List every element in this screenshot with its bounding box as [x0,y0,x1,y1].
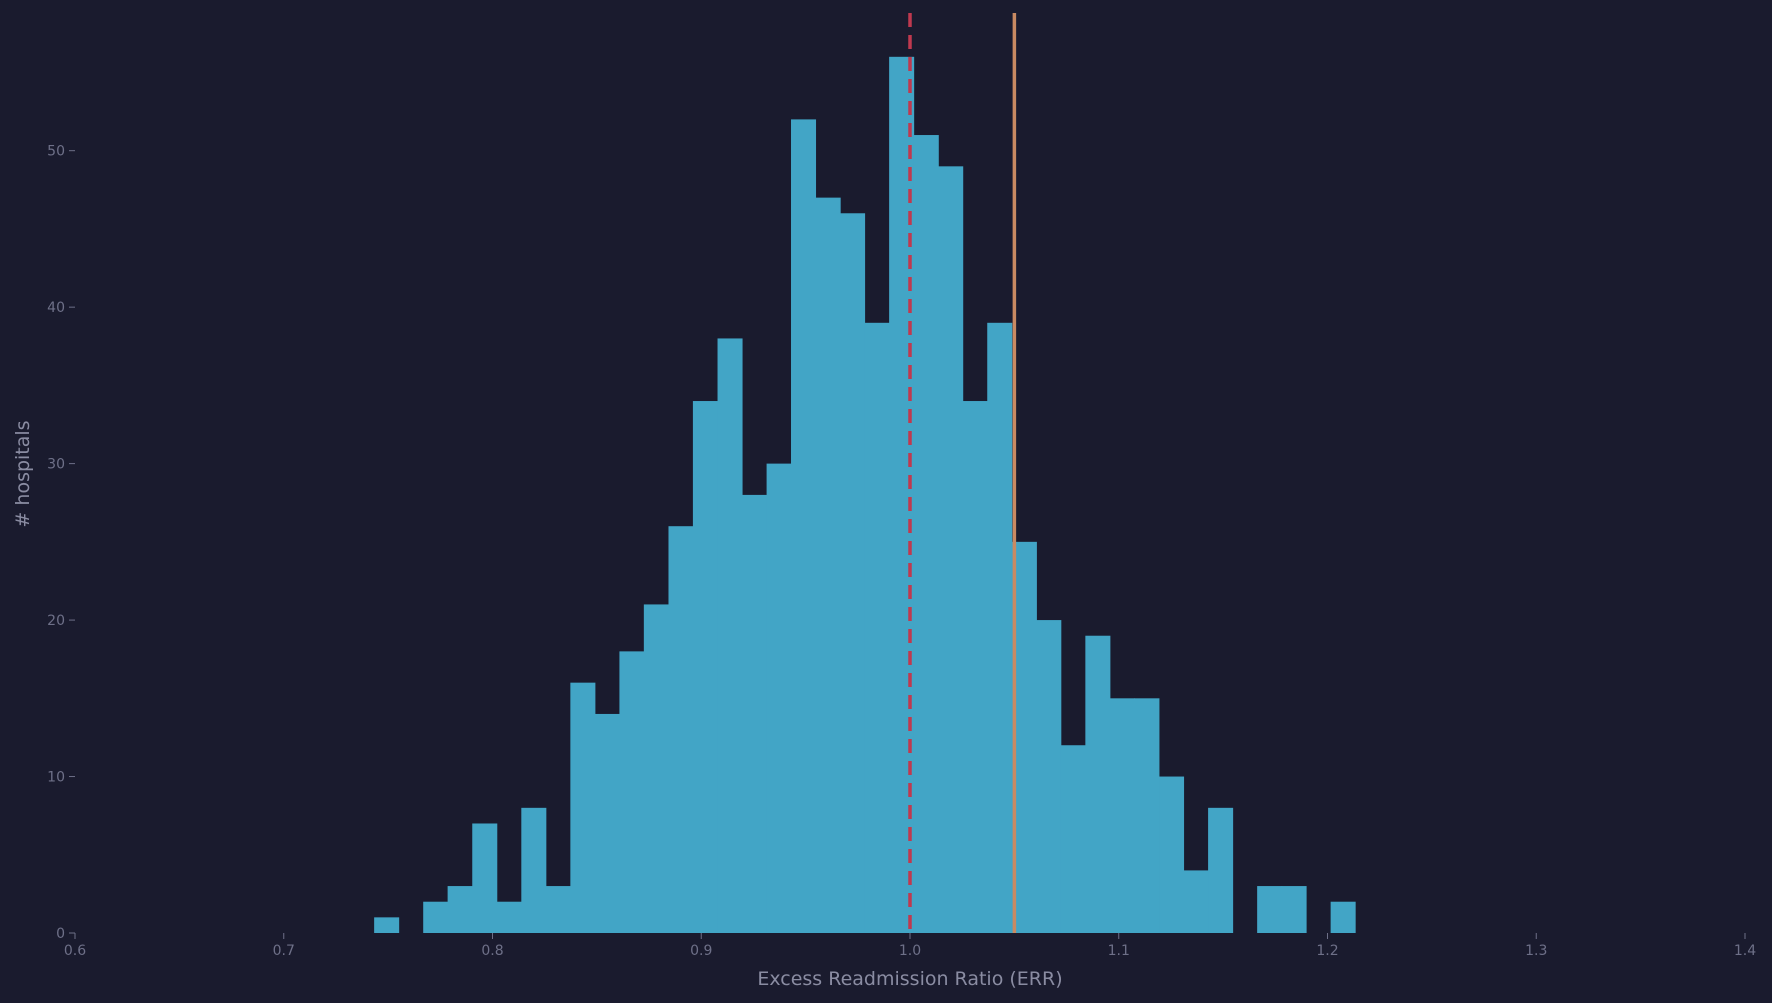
x-tick-label: 1.3 [1525,943,1547,959]
y-axis-title: # hospitals [12,420,34,527]
x-tick-label: 1.4 [1734,943,1756,959]
histogram-bar-16 [766,463,792,933]
y-tick-label: 0 [56,926,65,942]
y-tick-label: 50 [47,144,65,160]
histogram-bar-18 [815,197,841,933]
y-axis: 0 10 20 30 40 50 [47,144,75,942]
histogram-bar-15 [741,494,767,933]
histogram-bar-8 [570,682,596,933]
histogram-bar-13 [692,401,718,933]
histogram-bar-20 [864,322,890,933]
histogram-bar-5 [496,901,522,933]
histogram-bar-25 [987,322,1013,933]
histogram-bar-39 [1330,901,1356,933]
histogram-bar-10 [619,651,645,933]
histogram-bar-21 [889,56,915,934]
histogram-bar-29 [1085,635,1111,933]
x-tick-label: 0.6 [64,943,86,959]
histogram-bar-14 [717,338,743,933]
x-tick-label: 1.0 [899,943,921,959]
histogram-bar-37 [1281,886,1307,933]
histogram-bar-9 [594,713,620,933]
x-tick-label: 0.9 [690,943,712,959]
histogram-bar-19 [840,213,866,933]
histogram-bar-34 [1208,807,1234,933]
y-tick-label: 10 [47,770,65,786]
x-tick-label: 0.7 [273,943,295,959]
histogram-bar-32 [1159,776,1185,933]
x-tick-label: 1.1 [1108,943,1130,959]
histogram-bar-30 [1109,698,1136,933]
histogram-bar-33 [1183,870,1209,933]
histogram-bar-22 [913,135,939,934]
x-tick-label: 1.2 [1316,943,1338,959]
histogram-bar-0 [374,917,400,933]
y-tick-label: 20 [47,613,65,629]
histogram-bar-23 [938,166,964,933]
histogram-bar-12 [668,526,694,933]
histogram-bars [374,56,1356,934]
histogram-bar-11 [643,604,669,933]
x-axis-title: Excess Readmission Ratio (ERR) [757,968,1062,990]
histogram-bar-28 [1060,745,1086,933]
reference-lines [908,13,1017,933]
x-axis: 0.6 0.7 0.8 0.9 1.0 1.1 1.2 1.3 1.4 [64,933,1756,959]
histogram-bar-2 [423,901,449,933]
x-tick-label: 0.8 [481,943,503,959]
histogram-bar-4 [472,823,498,933]
histogram-bar-36 [1257,886,1283,933]
histogram-bar-31 [1134,698,1160,933]
histogram-bar-3 [447,886,473,933]
y-tick-label: 30 [47,457,65,473]
histogram-bar-7 [545,886,571,933]
histogram-bar-17 [791,119,817,933]
histogram-bar-24 [962,401,988,933]
histogram-bar-6 [521,807,547,933]
histogram-bar-27 [1036,620,1062,933]
y-tick-label: 40 [47,300,65,316]
